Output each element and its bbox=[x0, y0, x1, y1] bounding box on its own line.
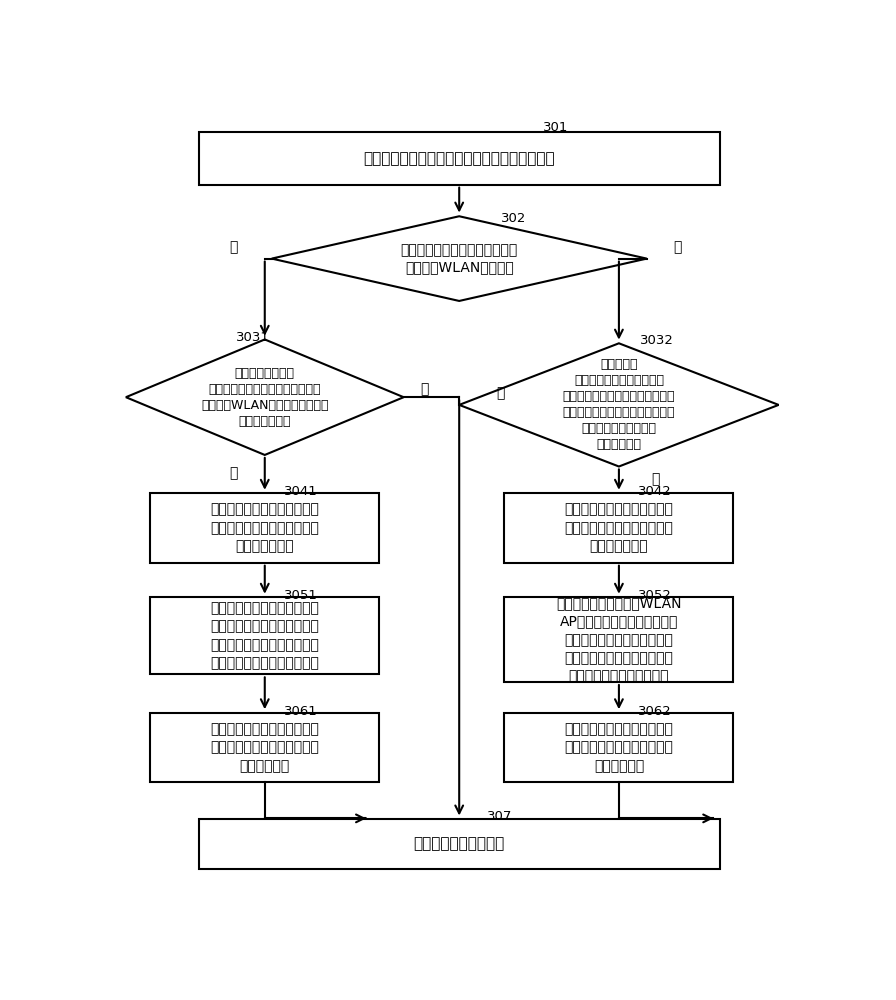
Text: 3062: 3062 bbox=[638, 705, 672, 718]
Text: 是: 是 bbox=[229, 466, 237, 480]
Text: 3061: 3061 bbox=[284, 705, 318, 718]
Text: 判断流量请求终端是否位于特定
运营商的WLAN覆盖区域: 判断流量请求终端是否位于特定 运营商的WLAN覆盖区域 bbox=[401, 243, 518, 274]
Text: 流量请求终端向流量共享平台发起流量共享请求: 流量请求终端向流量共享平台发起流量共享请求 bbox=[364, 151, 555, 166]
Text: 判断各友好终端中
是否存在至少一个能够为流量请求
终端提供WLAN账户共享服务的第
一可用友好终端: 判断各友好终端中 是否存在至少一个能够为流量请求 终端提供WLAN账户共享服务的… bbox=[201, 367, 329, 428]
Polygon shape bbox=[460, 343, 779, 466]
Bar bbox=[504, 597, 734, 682]
Text: 从至少一个第二可用友好终端
中，选取一友好终端作为相应
的流量共享终端: 从至少一个第二可用友好终端 中，选取一友好终端作为相应 的流量共享终端 bbox=[564, 503, 674, 554]
Bar bbox=[199, 132, 719, 185]
Bar bbox=[151, 597, 379, 674]
Text: 3051: 3051 bbox=[284, 589, 318, 602]
Text: 3041: 3041 bbox=[284, 485, 318, 498]
Text: 判断与流量
请求终端位于同一位置区域
的各友好终端中，是否存在至少一
个能够为流量请求终端提供蜂窝网
络流量共享服务的第二
可用友好终端: 判断与流量 请求终端位于同一位置区域 的各友好终端中，是否存在至少一 个能够为流… bbox=[563, 358, 676, 451]
Polygon shape bbox=[125, 339, 404, 455]
Bar bbox=[504, 493, 734, 563]
Text: 指示流量共享终端创建WLAN
AP，并获取流量共享终端为流
量请求终端分配的共享流量信
息，以及，将获取到的共享流
量信息返回给流量请求终端: 指示流量共享终端创建WLAN AP，并获取流量共享终端为流 量请求终端分配的共享… bbox=[556, 596, 682, 684]
Text: 否: 否 bbox=[496, 386, 505, 400]
Text: 3031: 3031 bbox=[236, 331, 270, 344]
Text: 3052: 3052 bbox=[638, 589, 672, 602]
Text: 3042: 3042 bbox=[638, 485, 672, 498]
Text: 307: 307 bbox=[487, 810, 513, 823]
Bar bbox=[151, 493, 379, 563]
Text: 是: 是 bbox=[229, 240, 237, 254]
Text: 301: 301 bbox=[543, 121, 568, 134]
Text: 是: 是 bbox=[651, 472, 659, 486]
Bar bbox=[151, 713, 379, 782]
Text: 3032: 3032 bbox=[640, 334, 674, 347]
Bar bbox=[199, 819, 719, 869]
Text: 流量请求终端根据所述共享流
量信息，接入相应的共享网络
实现流量共享: 流量请求终端根据所述共享流 量信息，接入相应的共享网络 实现流量共享 bbox=[211, 722, 319, 773]
Text: 否: 否 bbox=[420, 382, 428, 396]
Text: 流量请求终端根据所述共享流
量信息，接入相应的共享网络
实现流量共享: 流量请求终端根据所述共享流 量信息，接入相应的共享网络 实现流量共享 bbox=[564, 722, 674, 773]
Bar bbox=[504, 713, 734, 782]
Text: 否: 否 bbox=[674, 240, 682, 254]
Text: 302: 302 bbox=[501, 212, 526, 225]
Polygon shape bbox=[271, 216, 647, 301]
Text: 结束本次流量共享操作: 结束本次流量共享操作 bbox=[414, 836, 504, 851]
Text: 从至少一个第一可用友好终端
中，选取一友好终端作为相应
的流量共享终端: 从至少一个第一可用友好终端 中，选取一友好终端作为相应 的流量共享终端 bbox=[211, 503, 319, 554]
Text: 获取所述流量共享终端为所述
流量请求终端分配的共享流量
信息，并将获取到的共享流量
信息返回给所述流量请求终端: 获取所述流量共享终端为所述 流量请求终端分配的共享流量 信息，并将获取到的共享流… bbox=[211, 601, 319, 670]
